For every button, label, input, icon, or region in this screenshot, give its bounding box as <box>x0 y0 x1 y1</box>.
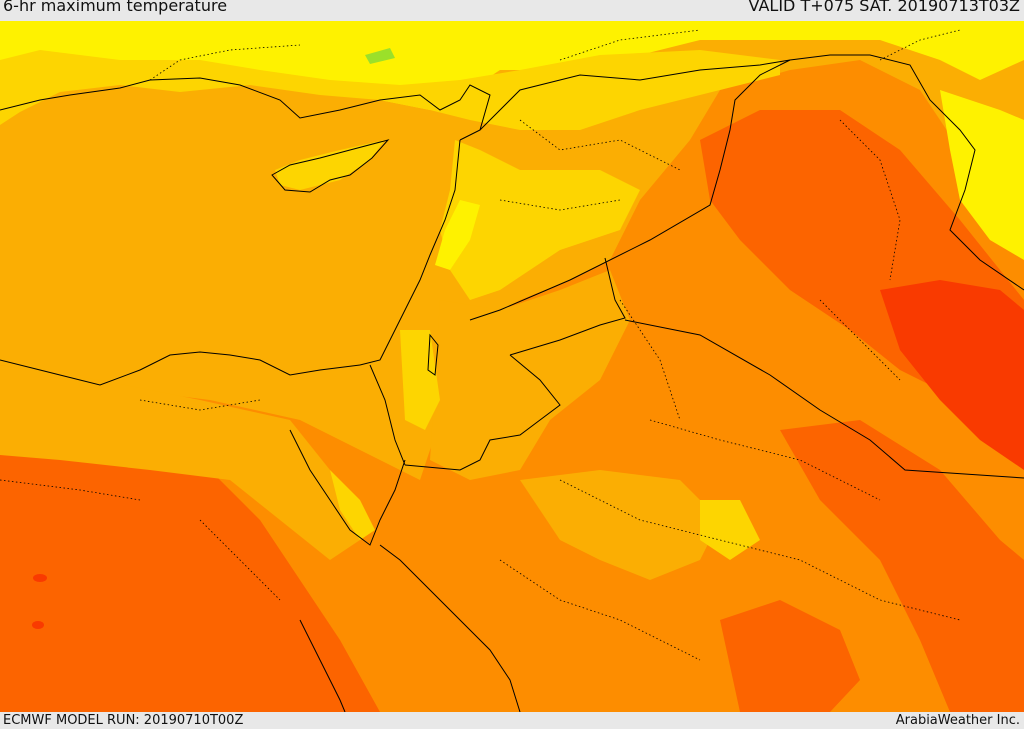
map-title: 6-hr maximum temperature <box>3 0 228 15</box>
light-yellow-north <box>0 50 780 130</box>
dark-orange-south <box>0 440 380 712</box>
light-orange-arabia <box>520 470 720 580</box>
light-yellow-levant-coast <box>440 140 640 300</box>
borders <box>0 54 1024 712</box>
bottom-bar: ECMWF MODEL RUN: 20190710T00Z ArabiaWeat… <box>0 712 1024 729</box>
model-run: ECMWF MODEL RUN: 20190710T00Z <box>3 713 244 728</box>
green-patch <box>365 48 395 64</box>
red-spot <box>33 574 47 582</box>
red-spot-2 <box>32 621 44 629</box>
yellow-north <box>0 21 1024 120</box>
light-yellow-gulf <box>700 500 760 560</box>
light-orange-egypt <box>0 365 360 560</box>
red-zone <box>880 280 1024 470</box>
credit: ArabiaWeather Inc. <box>895 713 1020 728</box>
top-bar: 6-hr maximum temperature VALID T+075 SAT… <box>0 0 1024 21</box>
dark-orange-arabia <box>720 600 860 712</box>
temperature-map <box>0 21 1024 712</box>
light-yellow-cyprus <box>275 140 385 190</box>
light-yellow-sinai <box>330 470 375 540</box>
yellow-lebanon <box>435 200 480 270</box>
dark-orange-ne <box>780 420 1024 712</box>
light-yellow-jordan <box>400 330 440 430</box>
light-orange-levant <box>430 270 630 480</box>
province-lines <box>0 29 961 661</box>
yellow-east <box>940 90 1024 260</box>
valid-time: VALID T+075 SAT. 20190713T03Z <box>748 0 1020 15</box>
